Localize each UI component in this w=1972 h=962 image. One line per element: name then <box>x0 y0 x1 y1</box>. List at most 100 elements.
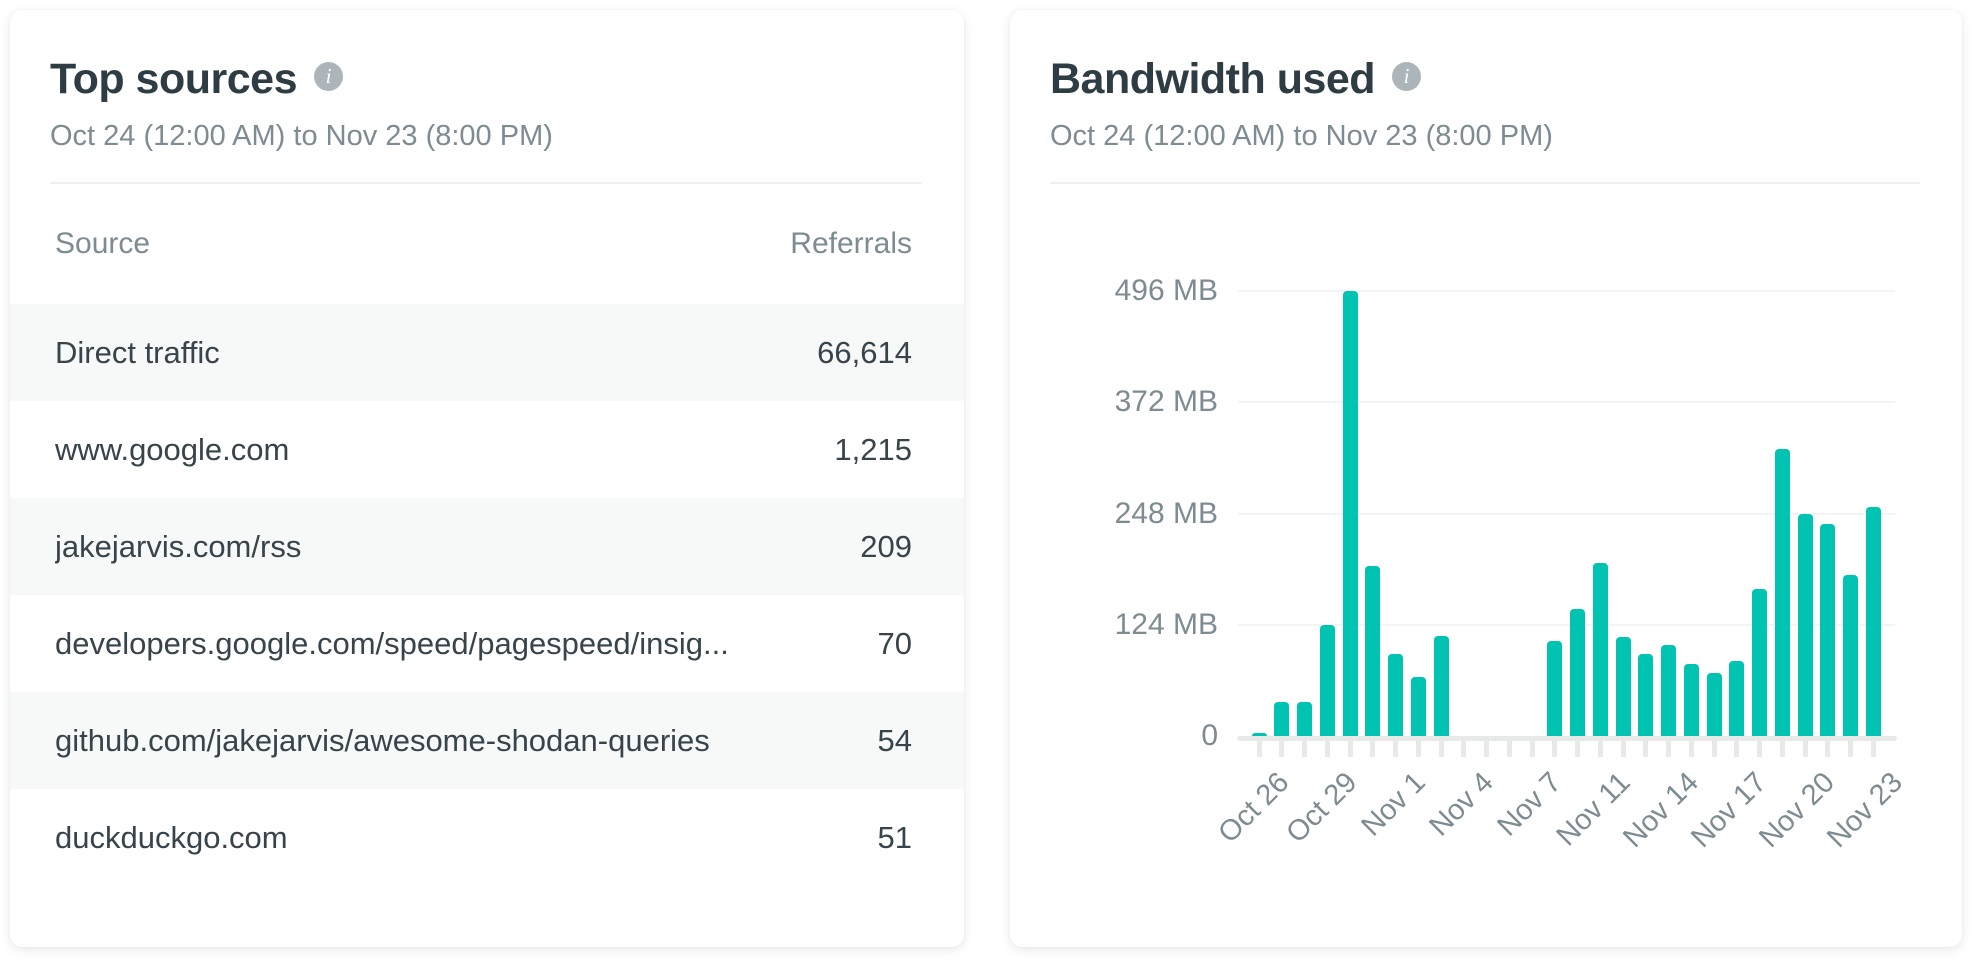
top-sources-header: Top sources i Oct 24 (12:00 AM) to Nov 2… <box>10 10 964 185</box>
info-icon[interactable]: i <box>313 62 343 92</box>
x-axis-line <box>1237 736 1897 741</box>
bar-nov-11[interactable] <box>1592 563 1608 736</box>
source-cell: github.com/jakejarvis/awesome-shodan-que… <box>55 722 710 758</box>
bar-nov-1[interactable] <box>1388 654 1403 736</box>
bar-nov-21[interactable] <box>1820 524 1836 736</box>
gridline <box>1238 290 1895 292</box>
x-axis-tick <box>1438 741 1444 757</box>
referrals-cell: 70 <box>877 625 912 661</box>
table-row: jakejarvis.com/rss 209 <box>10 498 964 596</box>
top-sources-date-range: Oct 24 (12:00 AM) to Nov 23 (8:00 PM) <box>50 120 553 153</box>
x-axis-tick <box>1620 741 1626 757</box>
x-axis-tick <box>1848 741 1853 757</box>
x-axis-tick <box>1279 741 1285 757</box>
bandwidth-date-range: Oct 24 (12:00 AM) to Nov 23 (8:00 PM) <box>1050 120 1553 153</box>
bar-nov-22[interactable] <box>1843 575 1858 736</box>
bar-nov-23[interactable] <box>1865 507 1881 736</box>
bar-nov-3[interactable] <box>1433 636 1449 736</box>
y-axis-tick-label: 0 <box>1201 719 1218 752</box>
bar-nov-9[interactable] <box>1570 609 1585 736</box>
x-axis-tick <box>1666 741 1671 757</box>
y-axis-tick-label: 248 MB <box>1114 496 1218 530</box>
x-axis-tick <box>1597 741 1603 757</box>
bar-oct-31[interactable] <box>1365 566 1381 736</box>
source-cell: duckduckgo.com <box>55 819 288 855</box>
divider <box>50 182 922 185</box>
divider <box>1050 182 1920 185</box>
x-axis-tick-label: Nov 20 <box>1753 766 1841 854</box>
bar-nov-8[interactable] <box>1547 641 1563 736</box>
x-axis-tick-label: Oct 26 <box>1211 766 1295 850</box>
x-axis-tick <box>1302 741 1307 757</box>
bar-nov-17[interactable] <box>1729 661 1745 736</box>
bar-oct-28[interactable] <box>1297 702 1312 736</box>
referrals-cell: 54 <box>877 722 912 758</box>
x-axis-tick-label: Oct 29 <box>1280 766 1364 850</box>
x-axis-tick <box>1415 741 1421 757</box>
x-axis-tick-label: Nov 17 <box>1685 766 1773 854</box>
x-axis-tick <box>1802 741 1808 757</box>
y-axis-tick-label: 124 MB <box>1114 607 1218 641</box>
x-axis-tick <box>1461 741 1467 757</box>
bar-oct-30[interactable] <box>1342 291 1358 736</box>
x-axis-tick <box>1256 741 1262 757</box>
bar-nov-20[interactable] <box>1797 514 1813 736</box>
x-axis-tick <box>1393 741 1398 757</box>
bar-oct-29[interactable] <box>1319 625 1335 736</box>
bar-nov-14[interactable] <box>1661 645 1676 736</box>
x-axis-tick <box>1506 741 1512 757</box>
x-axis-tick-label: Nov 4 <box>1423 766 1500 843</box>
x-axis-tick <box>1688 741 1694 757</box>
x-axis-tick-label: Nov 11 <box>1550 766 1637 853</box>
column-header-source: Source <box>55 227 151 261</box>
bar-nov-2[interactable] <box>1410 677 1426 736</box>
table-row: www.google.com 1,215 <box>10 401 964 498</box>
top-sources-card: Top sources i Oct 24 (12:00 AM) to Nov 2… <box>10 10 964 947</box>
x-axis-tick <box>1575 741 1580 757</box>
info-icon[interactable]: i <box>1392 62 1422 92</box>
table-header-row: Source Referrals <box>10 184 964 304</box>
x-axis-tick-label: Nov 23 <box>1821 766 1910 854</box>
bar-oct-26[interactable] <box>1251 733 1267 736</box>
y-axis-tick-label: 372 MB <box>1114 385 1218 419</box>
referrals-cell: 1,215 <box>834 431 912 467</box>
bar-nov-13[interactable] <box>1638 654 1654 736</box>
referrals-cell: 209 <box>860 528 912 564</box>
column-header-referrals: Referrals <box>790 227 912 261</box>
x-axis-tick <box>1643 741 1649 757</box>
bar-nov-18[interactable] <box>1752 589 1767 736</box>
bar-nov-19[interactable] <box>1774 449 1790 736</box>
bandwidth-card: Bandwidth used i Oct 24 (12:00 AM) to No… <box>1010 10 1962 947</box>
x-axis-tick-label: Nov 1 <box>1355 766 1432 843</box>
x-axis-tick <box>1825 741 1831 757</box>
bandwidth-bar-chart: 496 MB 372 MB 248 MB 124 MB 0 Oct 26 Oct 29 Nov… <box>1010 10 1962 947</box>
x-axis-tick <box>1552 741 1558 757</box>
x-axis-tick <box>1370 741 1376 757</box>
source-cell: developers.google.com/speed/pagespeed/in… <box>55 625 729 661</box>
x-axis-tick <box>1484 741 1489 757</box>
gridline <box>1238 401 1895 404</box>
bar-oct-27[interactable] <box>1274 702 1290 736</box>
bar-nov-16[interactable] <box>1706 673 1722 736</box>
source-cell: Direct traffic <box>55 334 220 370</box>
x-axis-tick <box>1324 741 1330 757</box>
x-axis-tick-label: Nov 14 <box>1616 766 1705 854</box>
bandwidth-title: Bandwidth used <box>1050 55 1376 103</box>
bar-nov-15[interactable] <box>1683 664 1699 736</box>
table-row: duckduckgo.com 51 <box>10 789 964 886</box>
referrals-cell: 66,614 <box>817 334 912 370</box>
referrals-cell: 51 <box>877 819 912 855</box>
bandwidth-header: Bandwidth used i Oct 24 (12:00 AM) to No… <box>1010 10 1962 185</box>
table-row: github.com/jakejarvis/awesome-shodan-que… <box>10 692 964 790</box>
gridline <box>1238 623 1895 626</box>
x-axis-tick <box>1757 741 1762 757</box>
bar-nov-12[interactable] <box>1615 637 1631 736</box>
x-axis-tick <box>1870 741 1876 757</box>
x-axis-tick <box>1734 741 1740 757</box>
x-axis-tick <box>1711 741 1717 757</box>
table-row: developers.google.com/speed/pagespeed/in… <box>10 595 964 692</box>
x-axis-tick <box>1779 741 1785 757</box>
top-sources-title: Top sources <box>50 55 297 103</box>
table-row: Direct traffic 66,614 <box>10 304 964 402</box>
x-axis-tick <box>1347 741 1353 757</box>
